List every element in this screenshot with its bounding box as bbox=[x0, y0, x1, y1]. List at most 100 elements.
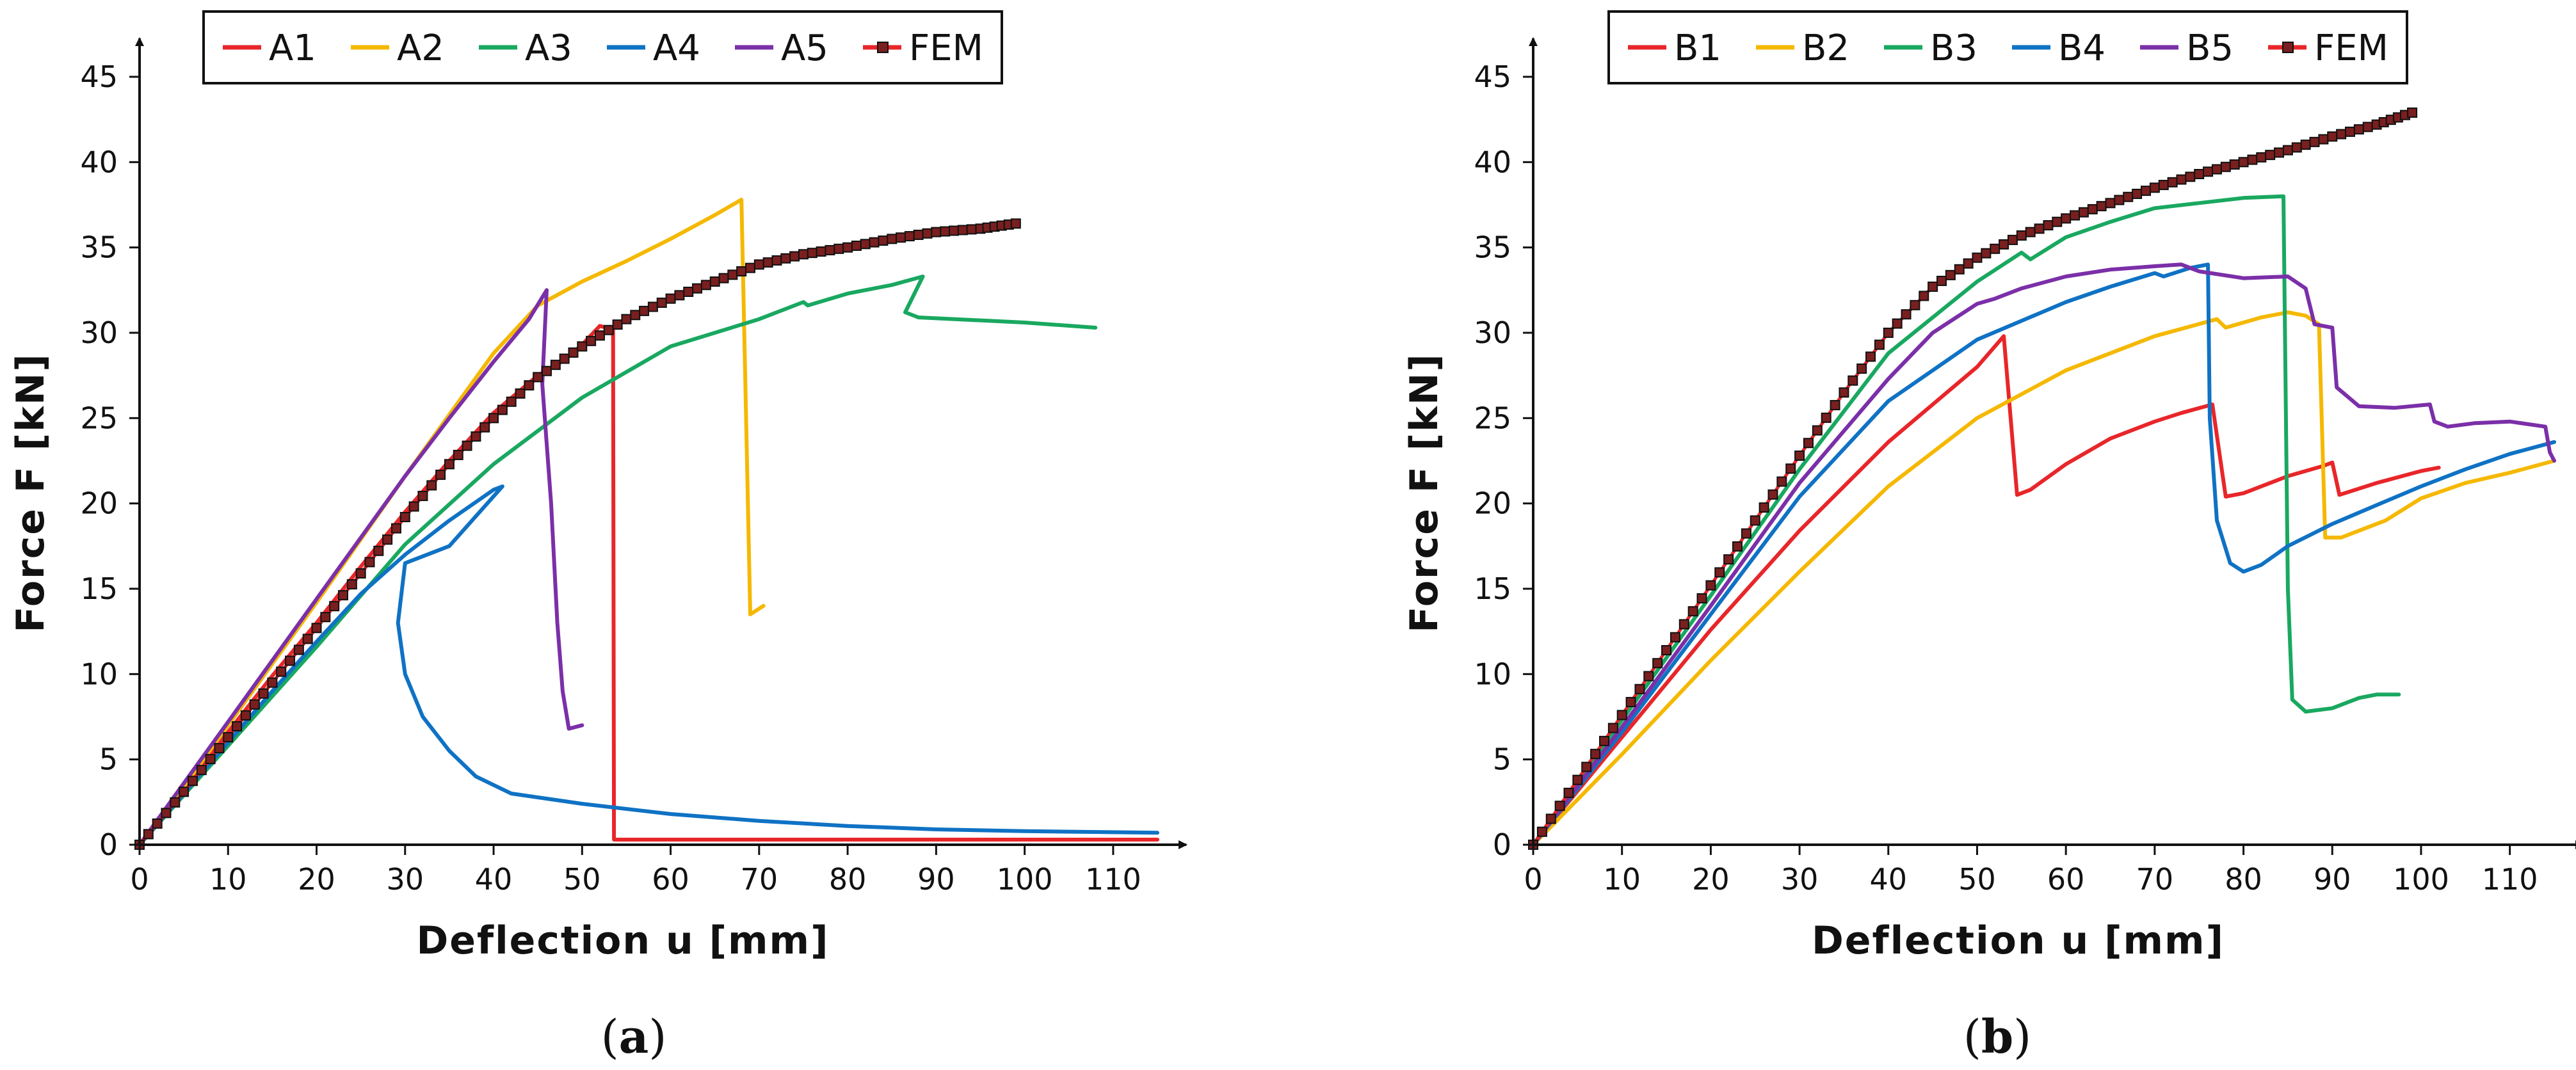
y-tick-label-25-a: 25 bbox=[80, 401, 118, 435]
fem-marker bbox=[453, 449, 463, 460]
fem-marker bbox=[1741, 528, 1751, 539]
panel-label-b: (b) bbox=[1963, 1009, 2032, 1064]
legend-label-a3: A3 bbox=[525, 28, 572, 69]
fem-marker bbox=[2087, 204, 2098, 214]
fem-marker bbox=[346, 579, 357, 590]
fem-marker bbox=[1999, 239, 2009, 250]
x-tick-label-60-a: 60 bbox=[652, 862, 689, 897]
x-axis-title-a: Deflection u [mm] bbox=[417, 918, 830, 963]
fem-marker bbox=[780, 253, 791, 264]
fem-marker bbox=[2061, 213, 2072, 224]
y-tick-label-5-b: 5 bbox=[1493, 742, 1511, 777]
fem-marker bbox=[2132, 188, 2143, 199]
legend-item-a3-a: A3 bbox=[479, 28, 572, 69]
fem-marker bbox=[417, 490, 428, 501]
y-axis-title-b: Force F [kN] bbox=[1402, 353, 1447, 632]
series-b1-line-b bbox=[1531, 334, 2441, 847]
fem-marker bbox=[2158, 180, 2169, 191]
y-tick-label-30-b: 30 bbox=[1474, 315, 1511, 350]
fem-marker bbox=[170, 797, 181, 808]
fem-marker bbox=[2407, 108, 2418, 118]
fem-marker bbox=[1714, 567, 1725, 578]
fem-marker bbox=[683, 287, 694, 297]
fem-marker bbox=[692, 283, 703, 294]
fem-marker bbox=[577, 341, 588, 352]
legend-item-fem-b: FEM bbox=[2268, 28, 2388, 69]
x-tick-label-50-b: 50 bbox=[1958, 862, 1996, 897]
fem-marker bbox=[1839, 387, 1849, 398]
fem-marker bbox=[2194, 169, 2205, 179]
fem-marker bbox=[1607, 723, 1618, 733]
fem-marker bbox=[249, 699, 260, 710]
y-tick-label-35-a: 35 bbox=[80, 230, 118, 265]
y-tick-label-45-b: 45 bbox=[1474, 60, 1511, 94]
chart-panel-a: 0 10 20 30 40 50 60 70 80 90 100 110 0 5 10 15 20 25 30 35 4… bbox=[8, 10, 1187, 1064]
fem-marker bbox=[462, 440, 472, 451]
series-a5-line-a bbox=[138, 288, 584, 847]
x-tick-label-10-a: 10 bbox=[209, 862, 247, 897]
x-tick-label-100-a: 100 bbox=[997, 862, 1053, 897]
legend-label-b4: B4 bbox=[2058, 28, 2105, 69]
legend-item-a4-a: A4 bbox=[607, 28, 700, 69]
y-tick-label-10-b: 10 bbox=[1474, 657, 1511, 691]
fem-marker bbox=[2220, 161, 2231, 172]
fem-marker bbox=[2291, 142, 2302, 153]
fem-marker bbox=[2211, 164, 2222, 175]
fem-marker bbox=[338, 590, 348, 601]
series-fem-line-a bbox=[138, 221, 1018, 847]
fem-marker bbox=[550, 360, 561, 371]
fem-marker bbox=[1759, 502, 1769, 513]
y-tick-label-0-a: 0 bbox=[99, 827, 118, 862]
legend-label-b5: B5 bbox=[2186, 28, 2234, 69]
y-tick-label-10-a: 10 bbox=[80, 657, 118, 691]
fem-marker bbox=[1670, 632, 1680, 643]
fem-marker bbox=[1572, 774, 1583, 785]
fem-marker bbox=[878, 236, 889, 246]
fem-marker bbox=[736, 266, 747, 276]
fem-marker bbox=[718, 273, 729, 283]
fem-marker bbox=[302, 634, 313, 644]
fem-marker bbox=[762, 257, 773, 268]
series-b3-line-b bbox=[1531, 194, 2401, 847]
legend-marker-fem bbox=[877, 42, 889, 53]
y-tick-label-20-a: 20 bbox=[80, 486, 118, 521]
fem-marker bbox=[240, 710, 251, 721]
fem-marker bbox=[2052, 216, 2063, 227]
fem-marker bbox=[1536, 826, 1547, 837]
fem-marker bbox=[2149, 182, 2160, 193]
legend-item-b5-b: B5 bbox=[2140, 28, 2234, 69]
fem-marker bbox=[1856, 363, 1867, 374]
fem-marker bbox=[2247, 154, 2258, 165]
y-tick-label-40-a: 40 bbox=[80, 145, 118, 179]
x-tick-label-50-a: 50 bbox=[563, 862, 601, 897]
fem-marker bbox=[214, 743, 225, 754]
x-tick-label-40-b: 40 bbox=[1870, 862, 1908, 897]
legend-item-a5-a: A5 bbox=[735, 28, 828, 69]
fem-marker bbox=[709, 276, 720, 287]
legend-label-fem: FEM bbox=[909, 28, 983, 69]
series-a3-line-a bbox=[138, 275, 1098, 847]
fem-marker bbox=[1590, 749, 1601, 760]
fem-marker bbox=[285, 655, 296, 666]
x-tick-label-110-b: 110 bbox=[2482, 862, 2538, 897]
fem-marker bbox=[293, 644, 304, 655]
fem-marker bbox=[1981, 248, 1992, 259]
fem-marker bbox=[2282, 145, 2293, 156]
y-tick-label-30-a: 30 bbox=[80, 315, 118, 350]
fem-marker bbox=[966, 224, 977, 235]
fem-marker bbox=[753, 259, 764, 270]
x-tick-label-90-a: 90 bbox=[917, 862, 955, 897]
fem-marker bbox=[1705, 580, 1716, 591]
x-tick-label-80-b: 80 bbox=[2225, 862, 2262, 897]
fem-marker bbox=[940, 226, 951, 237]
fem-marker bbox=[887, 234, 898, 244]
fem-marker bbox=[205, 754, 216, 765]
series-fem-markers-b bbox=[1528, 108, 2418, 850]
fem-marker bbox=[2025, 227, 2036, 237]
fem-marker bbox=[2105, 198, 2116, 209]
fem-marker bbox=[2229, 159, 2240, 170]
fem-marker bbox=[2167, 177, 2178, 188]
fem-marker bbox=[258, 688, 269, 699]
fem-marker bbox=[152, 818, 163, 829]
fem-marker bbox=[1732, 541, 1743, 552]
